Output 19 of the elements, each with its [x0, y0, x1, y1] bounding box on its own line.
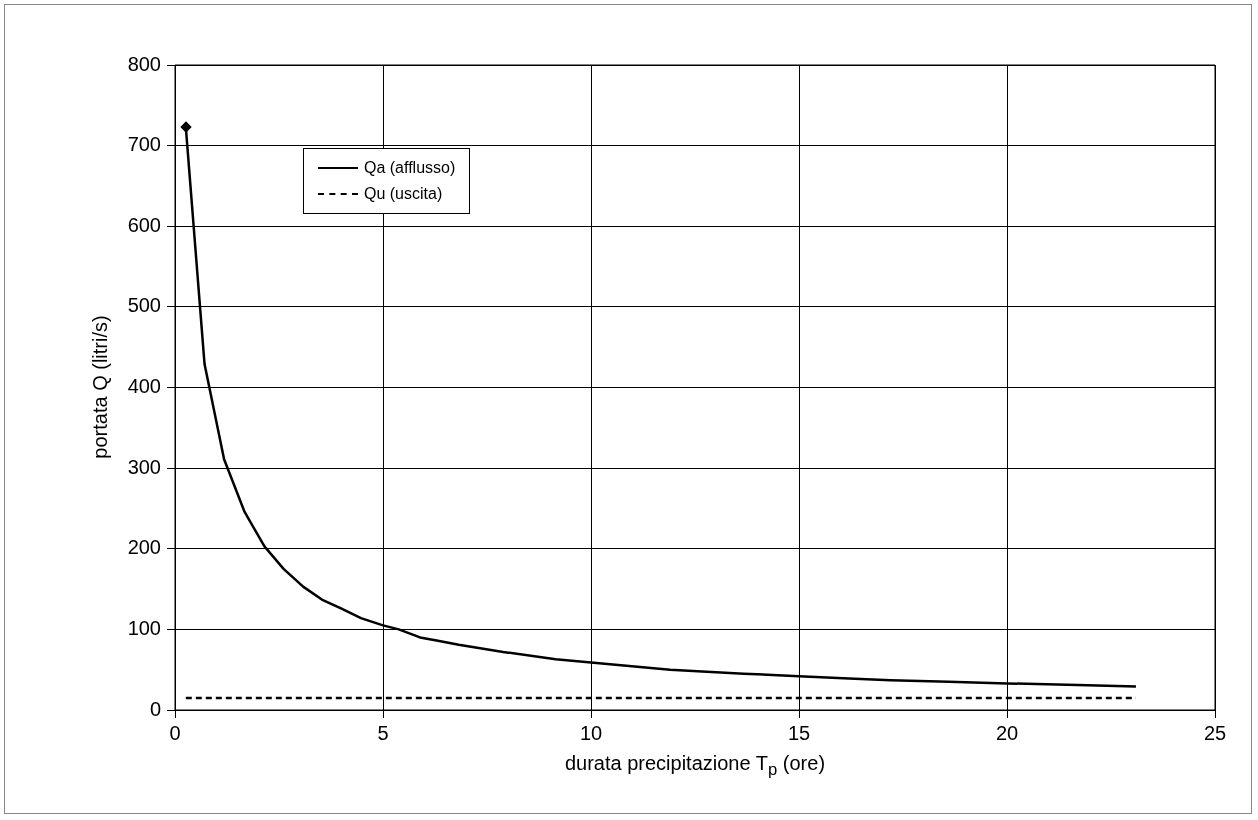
x-axis-title: durata precipitazione T$_{p}$ (ore): [563, 752, 827, 780]
y-tick-label: 200: [127, 536, 161, 559]
x-tick-label: 5: [377, 721, 389, 744]
y-tick-label: 100: [127, 616, 161, 639]
legend-label: Qu (uscita): [364, 185, 443, 203]
x-tick-label: 10: [579, 721, 603, 744]
x-tick-label: 15: [787, 721, 811, 744]
y-tick-label: 400: [127, 375, 161, 398]
y-tick-label: 800: [127, 52, 161, 75]
y-tick-label: 600: [127, 213, 161, 236]
y-tick-label: 300: [127, 455, 161, 478]
x-tick-label: 20: [995, 721, 1019, 744]
x-tick-label: 0: [169, 721, 181, 744]
y-tick-label: 700: [127, 133, 161, 156]
y-tick-label: 500: [127, 294, 161, 317]
x-tick-label: 25: [1203, 721, 1227, 744]
y-tick-label: 0: [149, 697, 161, 720]
legend-label: Qa (afflusso): [364, 159, 456, 177]
y-axis-title: portata Q (litri/s): [88, 315, 112, 459]
